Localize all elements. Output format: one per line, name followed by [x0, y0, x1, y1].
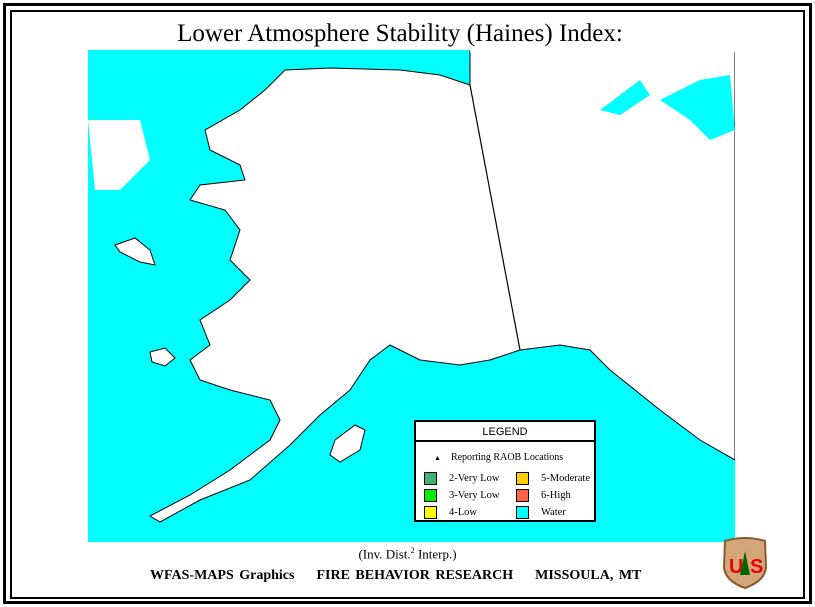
outer-frame	[3, 3, 812, 604]
swatch	[516, 506, 529, 519]
canada-water-patch	[600, 80, 650, 115]
legend-label: 4-Low	[449, 507, 477, 518]
alaska-map	[88, 50, 735, 542]
legend-item: 5-Moderate	[516, 472, 590, 485]
legend: LEGEND ▲ Reporting RAOB Locations 2-Very …	[414, 420, 596, 522]
logo-letter-u: U	[729, 556, 743, 578]
legend-label: Water	[541, 507, 566, 518]
logo-letter-s: S	[750, 556, 763, 578]
raob-label: Reporting RAOB Locations	[450, 452, 564, 463]
legend-label: 6-High	[541, 490, 571, 501]
legend-label: 2-Very Low	[449, 473, 500, 484]
interp-suffix: Interp.)	[414, 546, 457, 562]
swatch	[424, 489, 437, 502]
legend-item: 3-Very Low	[424, 489, 499, 502]
legend-label: 5-Moderate	[541, 473, 590, 484]
legend-item: 6-High	[516, 489, 571, 502]
triangle-icon: ▲	[434, 454, 441, 462]
swatch	[516, 489, 529, 502]
swatch	[424, 506, 437, 519]
raob-legend-entry: ▲ Reporting RAOB Locations	[434, 452, 563, 463]
canada-top-edge	[470, 50, 735, 52]
legend-item: 4-Low	[424, 506, 477, 519]
us-canada-border	[469, 84, 521, 351]
legend-item: Water	[516, 506, 566, 519]
canada-water-patch	[660, 75, 735, 140]
swatch	[516, 472, 529, 485]
forest-service-shield-icon: U S	[722, 537, 768, 589]
north-land-patch	[88, 120, 150, 190]
interp-superscript: 2	[410, 546, 415, 555]
map-title: Lower Atmosphere Stability (Haines) Inde…	[177, 20, 623, 47]
credits: WFAS-MAPS Graphics FIRE BEHAVIOR RESEARC…	[150, 568, 642, 583]
kodiak-island	[329, 424, 366, 463]
legend-item: 2-Very Low	[424, 472, 499, 485]
land-area	[148, 50, 735, 523]
interpolation-note: (Inv. Dist.2 Interp.)	[0, 546, 815, 562]
inner-frame	[10, 10, 805, 599]
legend-label: 3-Very Low	[449, 490, 500, 501]
legend-heading: LEGEND	[416, 422, 594, 442]
interp-prefix: (Inv. Dist.	[358, 546, 411, 562]
swatch	[424, 472, 437, 485]
nunivak-island	[149, 347, 176, 367]
st-lawrence-island	[114, 237, 156, 266]
